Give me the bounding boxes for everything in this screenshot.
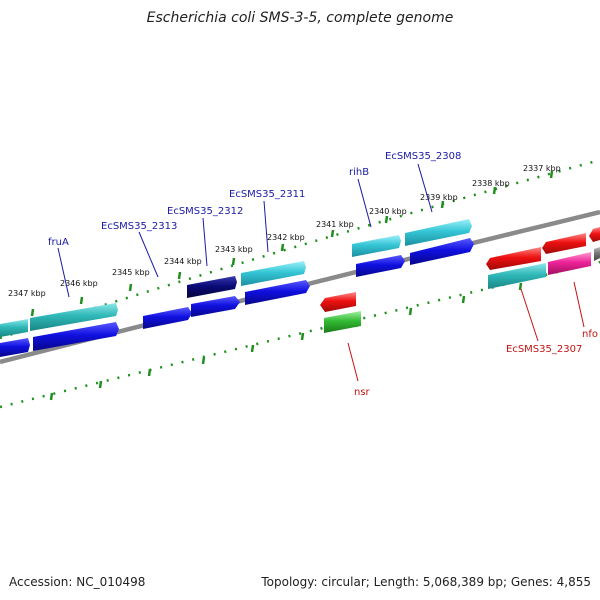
gene-feature xyxy=(356,255,405,277)
kbp-label: 2347 kbp xyxy=(8,289,46,298)
kbp-label: 2346 kbp xyxy=(60,279,98,288)
kbp-label: 2340 kbp xyxy=(369,207,407,216)
gene-feature xyxy=(320,292,356,312)
gene-feature xyxy=(548,252,591,275)
gene-label-ecsms35-2312: EcSMS35_2312 xyxy=(167,206,243,217)
gene-label-ecsms35-2308: EcSMS35_2308 xyxy=(385,151,461,162)
gene-label-frua: fruA xyxy=(48,237,69,248)
gene-label-ecsms35-2307: EcSMS35_2307 xyxy=(506,344,582,355)
gene-feature xyxy=(410,238,474,265)
forward-leader-lines xyxy=(57,163,433,298)
gene-feature xyxy=(245,280,310,305)
map-title: Escherichia coli SMS-3-5, complete genom… xyxy=(146,10,454,26)
kbp-labels: 2337 kbp 2338 kbp 2339 kbp 2340 kbp 2341… xyxy=(8,164,561,298)
kbp-label: 2344 kbp xyxy=(164,257,202,266)
gene-feature xyxy=(33,322,119,351)
gene-labels: EcSMS35_2308 rihB EcSMS35_2311 EcSMS35_2… xyxy=(48,151,598,398)
gene-label-nsr: nsr xyxy=(354,387,371,398)
gene-feature xyxy=(241,261,306,286)
kbp-label: 2339 kbp xyxy=(420,193,458,202)
accession-text: Accession: NC_010498 xyxy=(9,575,146,589)
forward-genes-inner xyxy=(0,238,474,357)
forward-genes-outer xyxy=(0,219,472,337)
gene-label-rihb: rihB xyxy=(349,167,369,178)
gene-feature xyxy=(187,276,237,298)
gene-feature xyxy=(594,247,600,261)
gene-feature xyxy=(352,235,401,257)
gene-feature xyxy=(143,307,192,329)
gene-label-nfo: nfo xyxy=(582,329,598,340)
reverse-leader-lines xyxy=(347,281,585,382)
gene-feature xyxy=(589,227,600,242)
outer-tick-track xyxy=(0,158,600,340)
gene-feature xyxy=(191,296,240,317)
gene-feature xyxy=(0,338,30,357)
reverse-genes xyxy=(320,227,600,333)
kbp-label: 2343 kbp xyxy=(215,245,253,254)
gene-feature xyxy=(30,303,118,331)
kbp-label: 2342 kbp xyxy=(267,233,305,242)
gene-feature xyxy=(405,219,472,246)
kbp-label: 2345 kbp xyxy=(112,268,150,277)
gene-feature xyxy=(542,233,586,254)
gene-label-ecsms35-2313: EcSMS35_2313 xyxy=(101,221,177,232)
kbp-label: 2338 kbp xyxy=(472,179,510,188)
gene-feature xyxy=(486,247,541,270)
gene-feature xyxy=(488,263,546,289)
gene-label-ecsms35-2311: EcSMS35_2311 xyxy=(229,189,305,200)
kbp-label: 2337 kbp xyxy=(523,164,561,173)
gene-feature xyxy=(0,319,28,337)
topology-text: Topology: circular; Length: 5,068,389 bp… xyxy=(261,575,591,589)
gene-feature xyxy=(324,311,361,333)
kbp-label: 2341 kbp xyxy=(316,220,354,229)
